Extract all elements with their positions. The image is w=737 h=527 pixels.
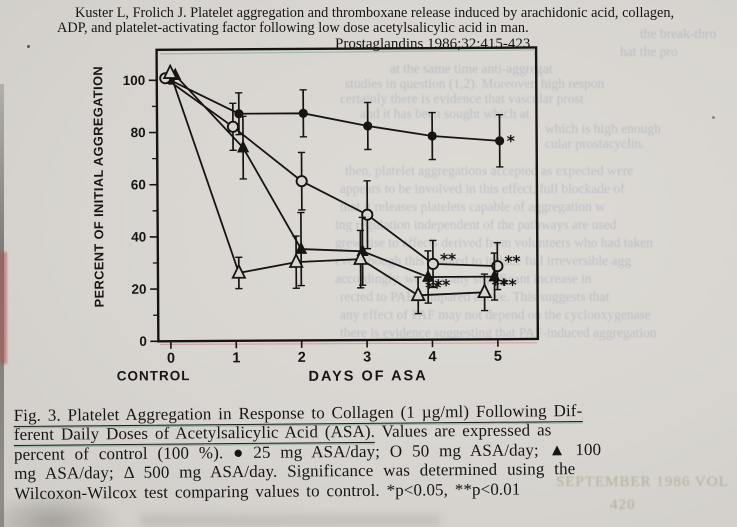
citation-line-2: ADP, and platelet-activating factor foll… [57,20,529,36]
series-100-mg-asa-day: ** ** [169,67,517,304]
significance-marker: ** [504,252,521,271]
significance-marker: * [507,132,516,151]
marker-open-circle [361,208,374,221]
significance-marker: ** [440,250,457,269]
y-axis: 0 20 40 60 80 100 PERCENT OF INITIAL AGGREGATI… [90,66,158,349]
series-50-mg-asa-day: ** ** [159,72,521,291]
y-tick-label: 100 [123,73,146,88]
x-axis: 0 1 2 3 4 5 CONTROL DAYS OF ASA [117,339,502,385]
scan-red-fringe [159,342,537,346]
significance-marker: ** [425,278,442,297]
marker-open-triangle [288,252,304,268]
y-tick-label: 80 [131,125,146,140]
marker-filled-triangle [295,241,308,254]
marker-filled-triangle [488,268,501,282]
marker-open-circle [426,257,440,270]
x-axis-title: DAYS OF ASA [308,368,427,385]
marker-open-circle [295,175,308,188]
x-tick-label: 4 [428,349,436,365]
series-line [169,79,500,142]
figure-frame [155,46,540,343]
significance-marker: ** [500,275,517,294]
y-axis-title: PERCENT OF INITIAL AGGREGATION [90,66,106,307]
marker-open-triangle [162,63,178,79]
x-tick-label: 1 [232,350,240,366]
marker-filled-triangle [237,140,250,153]
x-tick-label: 3 [363,349,371,365]
y-tick-label: 40 [131,229,146,244]
significance-marker: ** [491,275,508,294]
marker-filled-circle [363,121,373,131]
series-line [174,74,495,278]
x-tick-label: 2 [298,350,306,366]
marker-filled-circle [495,136,505,146]
y-tick-label: 20 [131,282,146,297]
y-tick-label: 0 [139,334,147,349]
series-25-mg-asa-day: * [165,75,516,168]
y-tick-label: 60 [131,177,146,192]
figure-caption: Fig. 3. Platelet Aggregation in Response… [13,400,715,503]
citation-line-1: Kuster L, Frolich J. Platelet aggregatio… [75,5,675,21]
marker-open-triangle [353,249,369,265]
series-line [164,77,498,268]
significance-marker: ** [434,276,451,295]
marker-filled-circle [427,131,437,141]
marker-filled-triangle [422,269,435,282]
scan-artifact-bottom-band [140,514,440,527]
marker-open-triangle [410,285,426,302]
marker-open-triangle [231,263,247,279]
series-500-mg-asa-day: ** ** [162,63,508,315]
series-line [169,72,485,297]
x-tick-label: 5 [494,349,502,365]
marker-open-triangle [477,282,493,299]
marker-filled-circle [298,108,308,118]
marker-open-circle [226,120,240,133]
x-tick-label: 0 [167,351,175,367]
x-axis-control-label: CONTROL [117,368,191,383]
caption-line-2-rest: Values are expressed as [374,420,552,442]
scan-green-fringe [160,49,535,55]
bleed-through-fragment: 420 [610,497,636,513]
